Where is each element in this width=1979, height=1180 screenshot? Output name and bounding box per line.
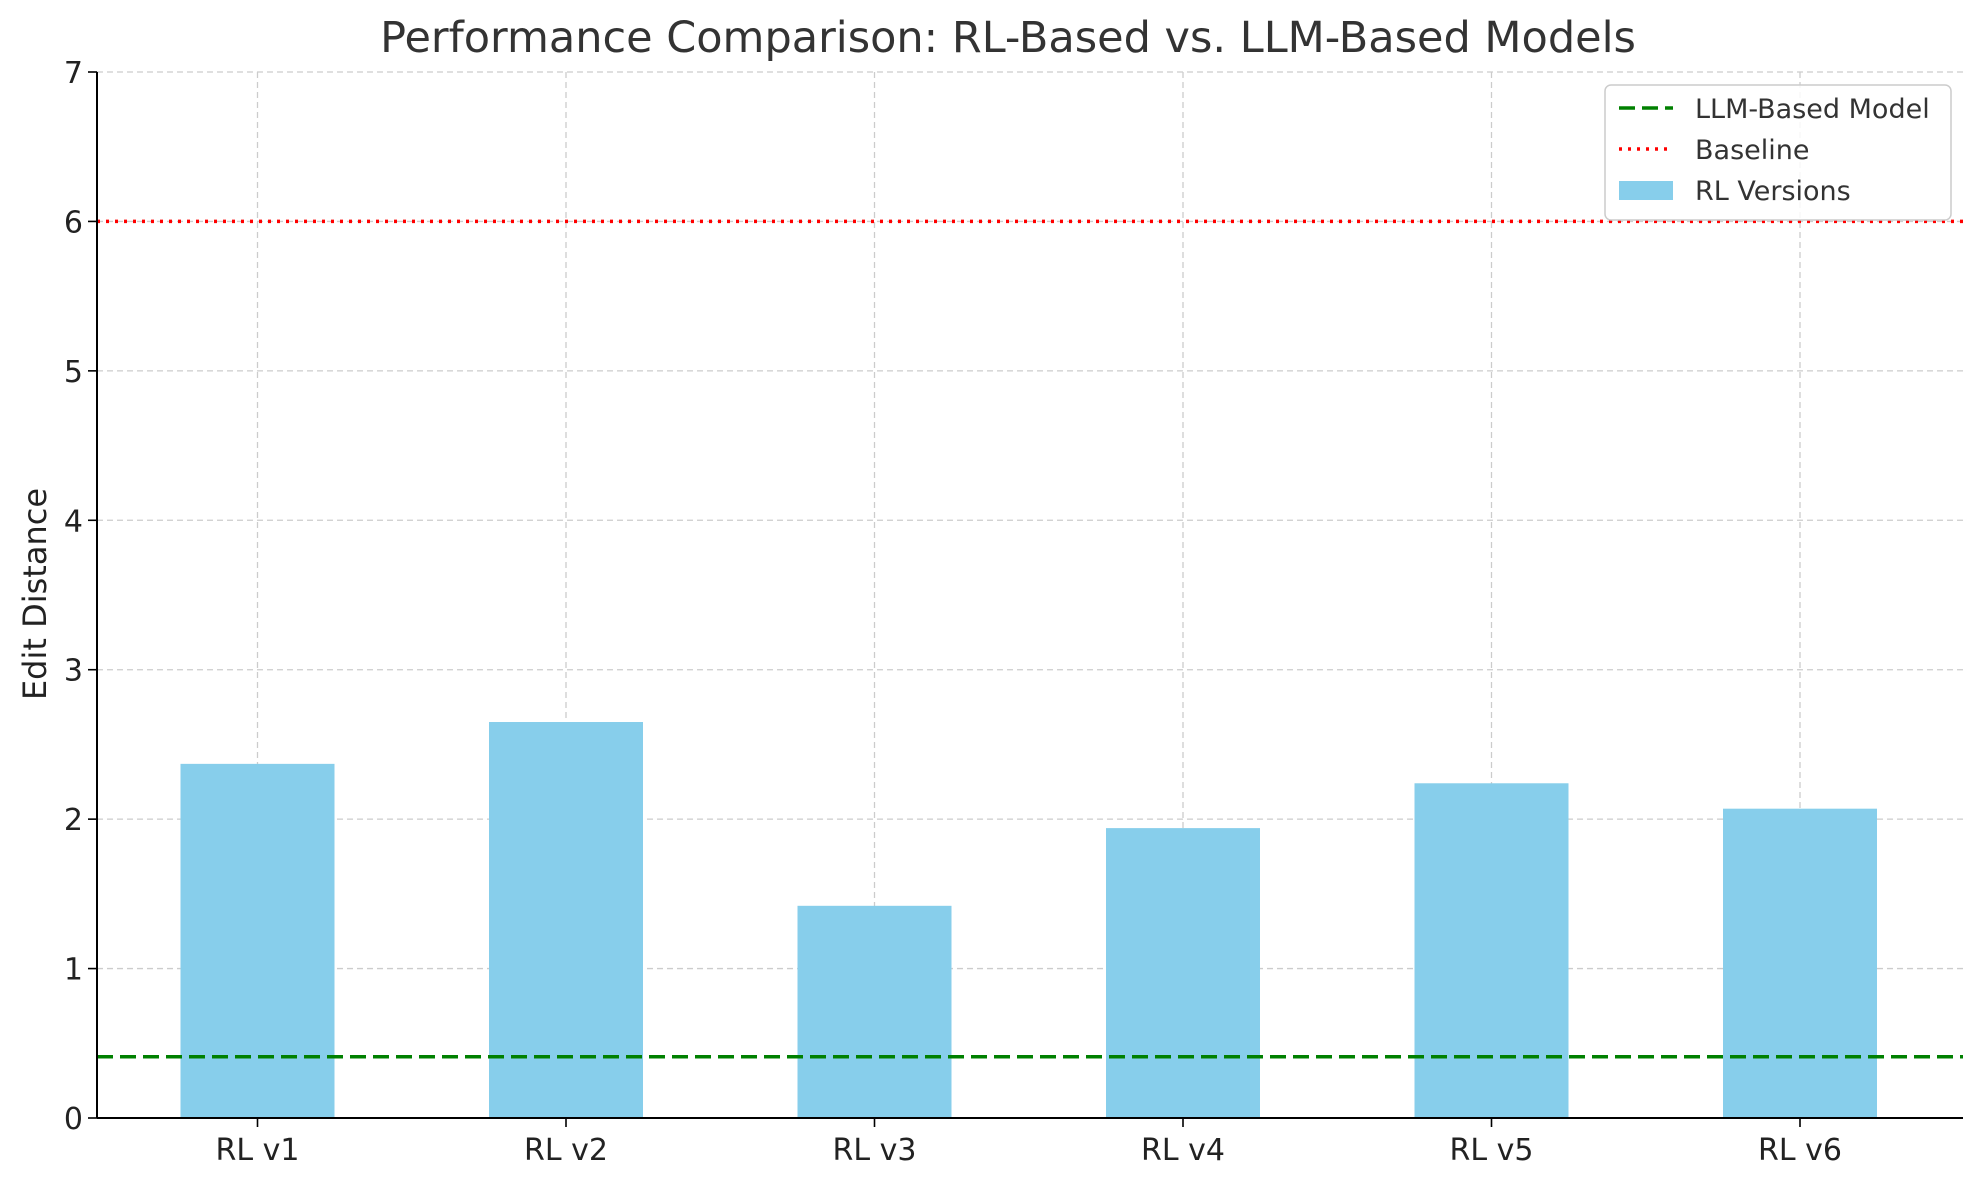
x-tick-label: RL v6 (1758, 1133, 1842, 1168)
x-tick-label: RL v1 (216, 1133, 300, 1168)
x-tick-label: RL v5 (1450, 1133, 1534, 1168)
legend-label: Baseline (1695, 135, 1809, 166)
y-tick-label: 1 (64, 953, 83, 988)
bar-rl-v5 (1414, 783, 1569, 1118)
x-tick-label: RL v4 (1141, 1133, 1225, 1168)
y-axis-ticks: 0 1 2 3 4 5 6 7 (64, 56, 97, 1137)
y-tick-label: 7 (64, 56, 83, 91)
bar-rl-v6 (1723, 808, 1877, 1118)
reference-lines (97, 219, 1963, 1059)
x-axis-ticks: RL v1 RL v2 RL v3 RL v4 RL v5 RL v6 (216, 1118, 1842, 1168)
grid-lines (97, 71, 1963, 1118)
y-tick-label: 0 (64, 1102, 83, 1137)
y-tick-label: 2 (64, 803, 83, 838)
bar-rl-v3 (797, 905, 952, 1118)
legend-label: RL Versions (1695, 176, 1851, 207)
y-axis-label: Edit Distance (16, 488, 54, 700)
bar-rl-v1 (180, 763, 335, 1118)
y-tick-label: 3 (64, 654, 83, 689)
legend-label: LLM-Based Model (1695, 94, 1930, 125)
axes (96, 72, 1963, 1119)
bar-rl-v4 (1106, 828, 1260, 1118)
bars (180, 722, 1877, 1118)
legend: LLM-Based Model Baseline RL Versions (1604, 84, 1952, 221)
x-tick-label: RL v2 (524, 1133, 608, 1168)
bar-rl-v2 (489, 722, 643, 1118)
y-tick-label: 6 (64, 205, 83, 240)
x-tick-label: RL v3 (833, 1133, 917, 1168)
y-tick-label: 5 (64, 355, 83, 390)
y-tick-label: 4 (64, 504, 83, 539)
legend-swatch (1619, 181, 1673, 200)
legend-box (1604, 84, 1952, 221)
chart-title: Performance Comparison: RL-Based vs. LLM… (380, 13, 1636, 63)
